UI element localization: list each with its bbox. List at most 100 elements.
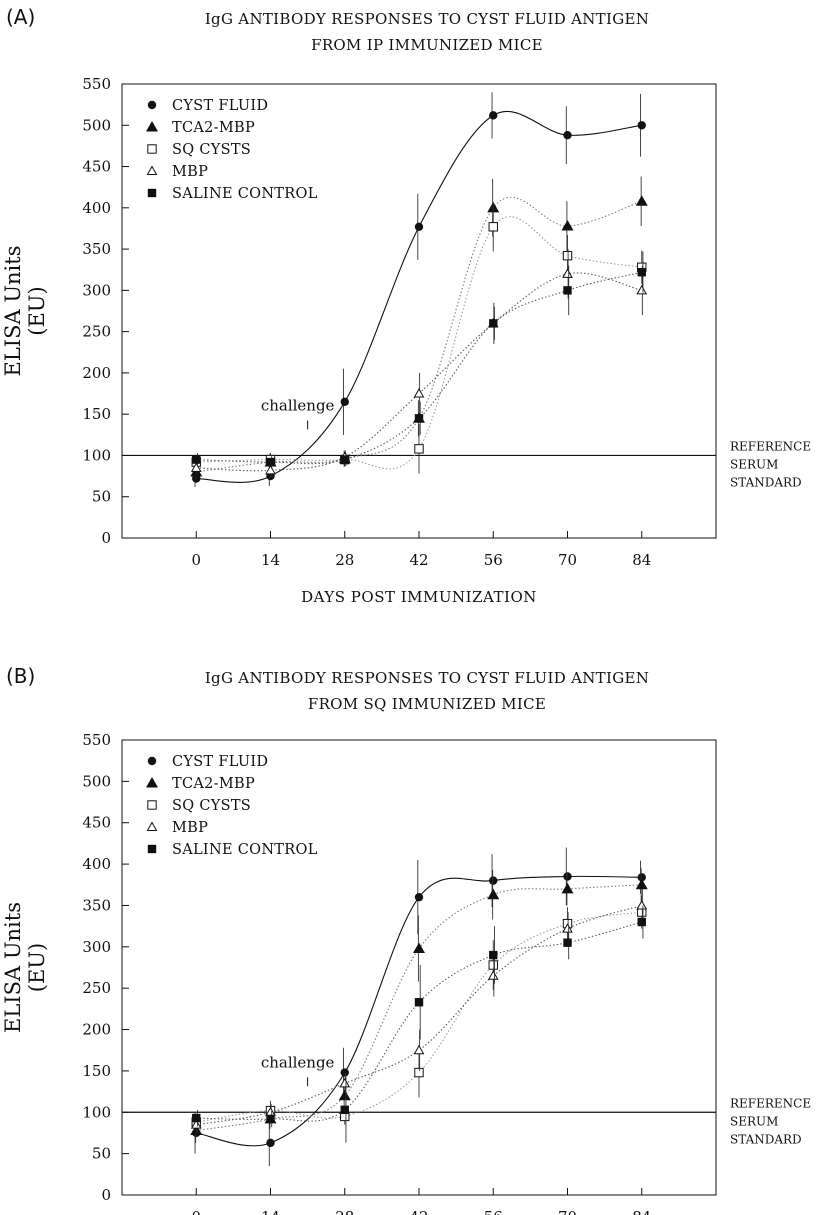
panel-label: (A) xyxy=(6,5,35,29)
chart-svg-a: (A) IgG ANTIBODY RESPONSES TO CYST FLUID … xyxy=(1,5,811,606)
legend-marker xyxy=(147,144,157,154)
y-tick-label: 150 xyxy=(82,1062,111,1080)
data-point xyxy=(192,474,201,483)
data-point xyxy=(488,222,498,232)
legend-marker xyxy=(147,756,157,766)
data-point xyxy=(414,414,424,423)
data-point xyxy=(562,923,573,933)
data-point xyxy=(489,950,498,960)
legend-entry: TCA2-MBP xyxy=(172,776,255,792)
series-cyst-fluid xyxy=(192,92,646,487)
data-point xyxy=(488,960,498,970)
y-axis-unit-label: (EU) xyxy=(25,286,49,335)
x-tick-label: 14 xyxy=(261,551,280,569)
data-point xyxy=(489,111,498,120)
data-point xyxy=(563,938,572,947)
data-point xyxy=(192,1113,201,1123)
data-point xyxy=(637,121,646,130)
x-tick-label: 84 xyxy=(632,1208,651,1215)
data-point xyxy=(487,888,500,900)
series-sq-cysts xyxy=(191,895,647,1131)
series-saline-control xyxy=(192,905,646,1143)
series-line xyxy=(196,884,642,1132)
series-saline-control xyxy=(192,251,646,469)
data-point xyxy=(414,892,424,902)
data-point xyxy=(414,1067,424,1078)
x-tick-label: 56 xyxy=(484,1208,503,1215)
data-point xyxy=(340,1105,349,1114)
legend-marker xyxy=(146,121,158,132)
data-point xyxy=(561,219,574,231)
y-tick-label: 500 xyxy=(82,772,111,790)
y-tick-label: 350 xyxy=(82,896,111,914)
legend-marker xyxy=(147,100,157,110)
data-point xyxy=(266,457,275,467)
data-point xyxy=(563,872,572,881)
data-point xyxy=(414,998,424,1007)
y-tick-label: 400 xyxy=(82,199,111,217)
y-tick-label: 450 xyxy=(82,814,111,832)
y-tick-label: 300 xyxy=(82,938,111,956)
data-point xyxy=(413,388,425,398)
data-point xyxy=(339,1077,351,1088)
x-tick-label: 42 xyxy=(409,551,428,569)
data-point xyxy=(563,130,572,140)
y-axis-label: ELISA Units xyxy=(1,902,25,1033)
y-tick-label: 200 xyxy=(82,1021,111,1039)
legend-marker xyxy=(146,165,158,175)
series-line xyxy=(196,875,642,1147)
y-tick-label: 200 xyxy=(82,364,111,382)
legend-entry: CYST FLUID xyxy=(172,754,268,770)
data-point xyxy=(340,1068,349,1077)
challenge-annotation: challenge xyxy=(261,1053,335,1071)
x-tick-label: 70 xyxy=(558,1208,577,1215)
x-tick-label: 14 xyxy=(261,1208,280,1215)
chart-subtitle: FROM IP IMMUNIZED MICE xyxy=(311,36,543,54)
reference-line-label: REFERENCE xyxy=(730,1096,811,1110)
chart-title: IgG ANTIBODY RESPONSES TO CYST FLUID ANT… xyxy=(205,669,649,687)
legend-entry: CYST FLUID xyxy=(172,98,268,114)
data-point xyxy=(636,284,648,295)
legend-entry: SQ CYSTS xyxy=(172,142,251,158)
panel-label: (B) xyxy=(6,664,35,688)
chart-subtitle: FROM SQ IMMUNIZED MICE xyxy=(308,695,546,713)
y-axis-label: ELISA Units xyxy=(1,246,25,377)
x-tick-label: 0 xyxy=(191,1208,201,1215)
legend-entry: MBP xyxy=(172,820,208,836)
y-tick-label: 0 xyxy=(101,1186,111,1204)
y-tick-label: 250 xyxy=(82,979,111,997)
data-point xyxy=(637,917,646,927)
y-tick-label: 250 xyxy=(82,323,111,341)
y-tick-label: 550 xyxy=(82,731,111,749)
data-point xyxy=(635,195,648,206)
data-point xyxy=(414,444,424,454)
series-cyst-fluid xyxy=(192,847,646,1167)
data-point xyxy=(338,1089,351,1101)
y-tick-label: 400 xyxy=(82,855,111,873)
legend-entry: TCA2-MBP xyxy=(172,120,255,136)
reference-line-label: SERUM xyxy=(730,1114,778,1128)
y-tick-label: 50 xyxy=(92,1145,111,1163)
y-tick-label: 500 xyxy=(82,116,111,134)
series-line xyxy=(196,110,642,483)
series-line xyxy=(196,216,642,470)
legend-entry: SQ CYSTS xyxy=(172,798,251,814)
y-tick-label: 100 xyxy=(82,1103,111,1121)
y-tick-label: 100 xyxy=(82,446,111,464)
data-point xyxy=(563,286,572,295)
data-point xyxy=(266,1114,275,1124)
legend-marker xyxy=(147,188,157,198)
x-tick-label: 28 xyxy=(335,551,354,569)
x-tick-label: 84 xyxy=(632,551,651,569)
reference-line-label: SERUM xyxy=(730,457,778,471)
data-point xyxy=(562,250,573,261)
data-point xyxy=(637,873,646,882)
reference-line-label: STANDARD xyxy=(730,475,802,489)
reference-line-label: STANDARD xyxy=(730,1132,802,1146)
data-point xyxy=(266,1138,275,1148)
legend-marker xyxy=(146,821,158,831)
y-tick-label: 300 xyxy=(82,281,111,299)
y-tick-label: 50 xyxy=(92,488,111,506)
data-point xyxy=(635,878,648,890)
series-sq-cysts xyxy=(191,202,647,474)
